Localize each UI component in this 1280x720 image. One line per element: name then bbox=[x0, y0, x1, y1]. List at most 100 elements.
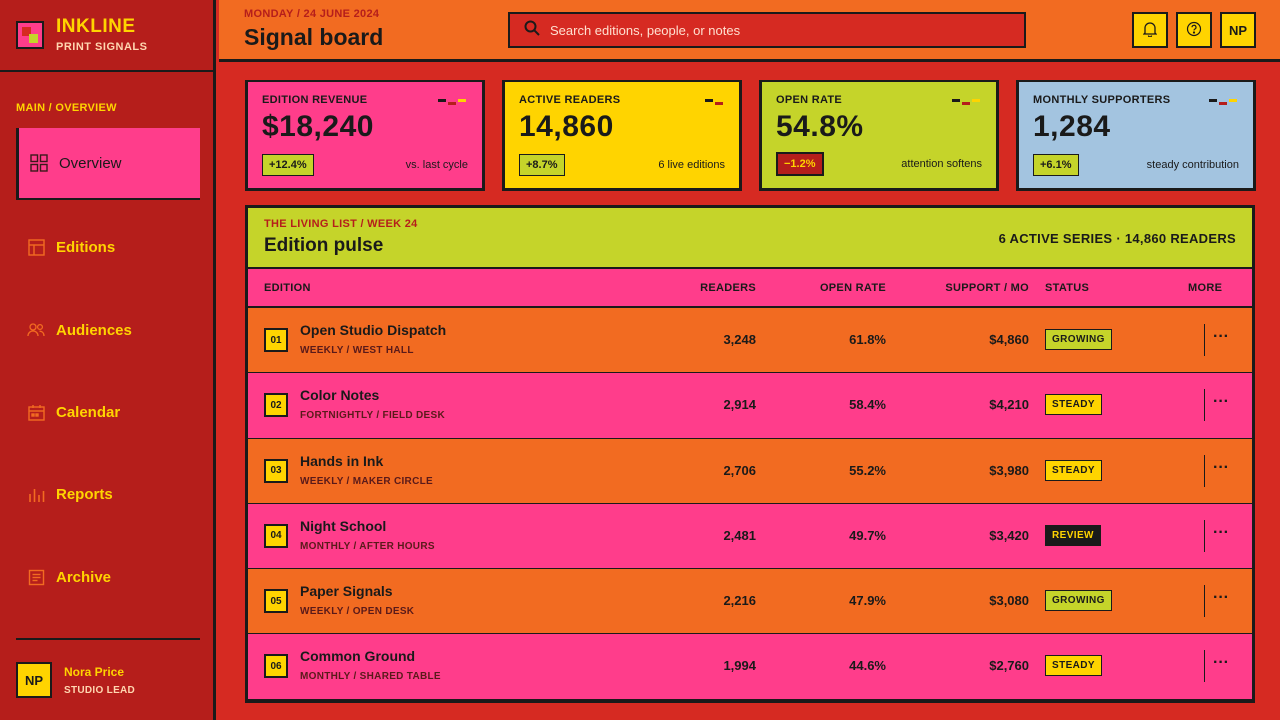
mini-legend-icon bbox=[705, 99, 723, 105]
column-header-open-rate[interactable]: OPEN RATE bbox=[819, 282, 886, 294]
more-options-button[interactable]: ··· bbox=[1210, 457, 1232, 485]
kpi-note: vs. last cycle bbox=[405, 159, 468, 171]
more-options-button[interactable]: ··· bbox=[1210, 326, 1232, 354]
kpi-card-revenue: EDITION REVENUE $18,240 +12.4% vs. last … bbox=[245, 80, 485, 191]
support-value: $3,980 bbox=[989, 462, 1029, 478]
kpi-delta-badge: −1.2% bbox=[776, 152, 824, 176]
kpi-label: ACTIVE READERS bbox=[519, 94, 621, 106]
sidebar-item-editions[interactable]: Editions bbox=[16, 211, 200, 283]
help-icon bbox=[1186, 21, 1202, 40]
sidebar-item-label: Editions bbox=[56, 238, 116, 256]
status-badge: STEADY bbox=[1045, 394, 1102, 416]
search-input[interactable] bbox=[550, 22, 990, 38]
edition-meta: MONTHLY / AFTER HOURS bbox=[300, 540, 435, 552]
open-rate-value: 44.6% bbox=[849, 658, 886, 674]
search-bar[interactable] bbox=[508, 12, 1026, 48]
edition-pulse-panel: THE LIVING LIST / WEEK 24 Edition pulse … bbox=[245, 205, 1255, 703]
support-value: $2,760 bbox=[989, 658, 1029, 674]
row-divider bbox=[1204, 519, 1205, 552]
open-rate-value: 55.2% bbox=[849, 462, 886, 478]
panel-title: Edition pulse bbox=[264, 235, 384, 256]
row-divider bbox=[1204, 454, 1205, 487]
edition-name[interactable]: Night School bbox=[300, 517, 387, 534]
readers-value: 2,481 bbox=[723, 527, 756, 543]
kpi-delta-badge: +8.7% bbox=[519, 154, 565, 176]
edition-name[interactable]: Color Notes bbox=[300, 387, 380, 404]
ellipsis-icon: ··· bbox=[1213, 523, 1229, 541]
table-row[interactable]: 05 Paper Signals WEEKLY / OPEN DESK 2,216 47… bbox=[248, 569, 1252, 635]
column-header-edition[interactable]: EDITION bbox=[264, 282, 311, 294]
row-index: 01 bbox=[264, 328, 288, 352]
readers-value: 3,248 bbox=[723, 332, 756, 347]
nav-heading: MAIN / OVERVIEW bbox=[16, 102, 117, 114]
sidebar-item-label: Archive bbox=[56, 568, 112, 586]
more-options-button[interactable]: ··· bbox=[1210, 391, 1232, 419]
status-badge: REVIEW bbox=[1045, 524, 1101, 546]
readers-value: 2,706 bbox=[723, 462, 756, 478]
kpi-value: 14,860 bbox=[519, 110, 614, 143]
date-label: MONDAY / 24 JUNE 2024 bbox=[244, 8, 380, 20]
kpi-label: EDITION REVENUE bbox=[262, 94, 368, 106]
mini-legend-icon bbox=[1209, 99, 1237, 105]
edition-name[interactable]: Paper Signals bbox=[300, 583, 393, 600]
row-divider bbox=[1204, 650, 1205, 683]
edition-name[interactable]: Common Ground bbox=[300, 648, 416, 665]
edition-name[interactable]: Open Studio Dispatch bbox=[300, 322, 447, 338]
sidebar-item-archive[interactable]: Archive bbox=[16, 541, 200, 613]
notifications-button[interactable] bbox=[1132, 12, 1168, 48]
sidebar-item-reports[interactable]: Reports bbox=[16, 458, 200, 530]
table-row[interactable]: 02 Color Notes FORTNIGHTLY / FIELD DESK 2,9… bbox=[248, 373, 1252, 439]
bar-chart-icon bbox=[26, 484, 46, 504]
mini-legend-icon bbox=[438, 99, 466, 105]
profile-button[interactable]: NP bbox=[1220, 12, 1256, 48]
support-value: $4,210 bbox=[989, 397, 1029, 413]
kpi-card-open-rate: OPEN RATE 54.8% −1.2% attention softens bbox=[759, 80, 999, 191]
open-rate-value: 61.8% bbox=[849, 332, 886, 347]
brand[interactable]: INKLINE PRINT SIGNALS bbox=[0, 0, 213, 72]
table-body: 01 Open Studio Dispatch WEEKLY / WEST HALL… bbox=[248, 308, 1252, 700]
row-index: 06 bbox=[264, 654, 288, 679]
row-index: 05 bbox=[264, 589, 288, 614]
table-icon bbox=[26, 237, 46, 257]
table-row[interactable]: 01 Open Studio Dispatch WEEKLY / WEST HALL… bbox=[248, 308, 1252, 374]
status-badge: STEADY bbox=[1045, 459, 1102, 481]
user-name: Nora Price bbox=[64, 664, 125, 679]
row-index: 02 bbox=[264, 393, 288, 418]
sidebar-item-label: Audiences bbox=[56, 321, 132, 339]
edition-meta: WEEKLY / WEST HALL bbox=[300, 345, 414, 356]
table-row[interactable]: 03 Hands in Ink WEEKLY / MAKER CIRCLE 2,706… bbox=[248, 438, 1252, 504]
readers-value: 2,914 bbox=[723, 397, 756, 413]
kpi-value: 1,284 bbox=[1033, 110, 1111, 143]
column-header-support[interactable]: SUPPORT / MO bbox=[945, 282, 1029, 294]
row-index: 03 bbox=[264, 458, 288, 483]
more-options-button[interactable]: ··· bbox=[1210, 522, 1232, 550]
user-profile[interactable]: NP Nora Price STUDIO LEAD bbox=[16, 662, 135, 698]
grid-icon bbox=[29, 153, 49, 173]
row-divider bbox=[1204, 324, 1205, 356]
calendar-icon bbox=[26, 402, 46, 422]
document-icon bbox=[26, 567, 46, 587]
more-options-button[interactable]: ··· bbox=[1210, 652, 1232, 680]
edition-meta: FORTNIGHTLY / FIELD DESK bbox=[300, 410, 445, 422]
mini-legend-icon bbox=[952, 99, 980, 105]
panel-summary: 6 ACTIVE SERIES · 14,860 READERS bbox=[998, 231, 1236, 246]
help-button[interactable] bbox=[1176, 12, 1212, 48]
more-options-button[interactable]: ··· bbox=[1210, 587, 1232, 615]
support-value: $4,860 bbox=[989, 332, 1029, 347]
kpi-note: steady contribution bbox=[1146, 159, 1239, 171]
sidebar-item-label: Reports bbox=[56, 485, 113, 503]
table-row[interactable]: 06 Common Ground MONTHLY / SHARED TABLE 1,9… bbox=[248, 634, 1252, 700]
column-header-status[interactable]: STATUS bbox=[1045, 282, 1090, 294]
edition-name[interactable]: Hands in Ink bbox=[300, 452, 384, 469]
avatar: NP bbox=[16, 662, 52, 698]
page-title: Signal board bbox=[244, 24, 384, 50]
sidebar-item-calendar[interactable]: Calendar bbox=[16, 376, 200, 448]
brand-subtitle: PRINT SIGNALS bbox=[56, 41, 148, 53]
table-row[interactable]: 04 Night School MONTHLY / AFTER HOURS 2,481… bbox=[248, 503, 1252, 570]
sidebar-item-audiences[interactable]: Audiences bbox=[16, 294, 200, 366]
column-header-readers[interactable]: READERS bbox=[700, 282, 756, 294]
kpi-delta-badge: +12.4% bbox=[262, 154, 314, 176]
sidebar-item-overview[interactable]: Overview bbox=[16, 128, 200, 200]
sidebar-item-label: Overview bbox=[59, 154, 122, 172]
ellipsis-icon: ··· bbox=[1213, 328, 1229, 345]
